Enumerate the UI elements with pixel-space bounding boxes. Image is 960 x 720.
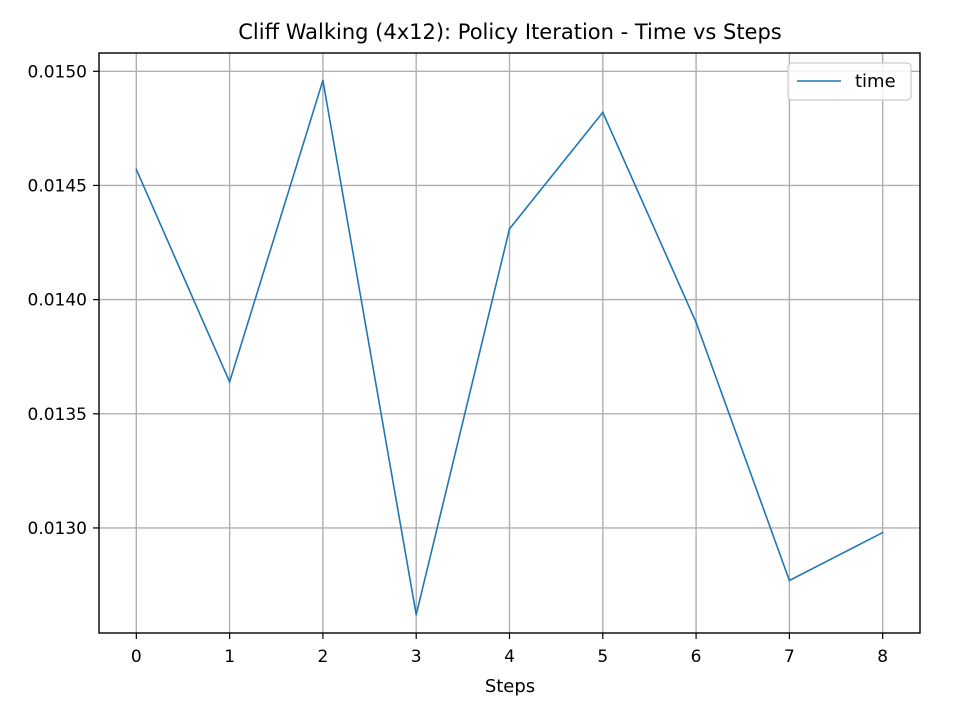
data-point: [322, 79, 324, 82]
grid: [99, 53, 920, 633]
legend-box: [787, 62, 912, 101]
y-axis: 0.0130 0.0135 0.0140 0.0145 0.0150: [28, 62, 99, 539]
data-point: [135, 168, 138, 171]
legend-label-time: time: [855, 71, 896, 92]
data-point: [228, 380, 231, 383]
data-point: [508, 227, 511, 230]
x-tick-label: 0: [131, 647, 142, 667]
x-tick-label: 6: [691, 647, 702, 667]
y-tick-label: 0.0140: [28, 291, 87, 311]
x-tick-label: 3: [411, 647, 422, 667]
series-layer: [135, 79, 884, 616]
x-tick-label: 2: [317, 647, 328, 667]
x-tick-label: 8: [877, 647, 888, 667]
x-tick-label: 5: [597, 647, 608, 667]
data-point: [695, 321, 697, 324]
y-tick-label: 0.0130: [28, 519, 87, 539]
x-tick-label: 1: [224, 647, 235, 667]
data-point: [601, 111, 604, 114]
x-axis-label: Steps: [485, 676, 535, 697]
x-axis: 0 1 2 3 4 5 6 7 8: [131, 633, 888, 667]
legend: time: [787, 62, 912, 101]
y-tick-label: 0.0150: [28, 62, 87, 82]
x-tick-label: 7: [784, 647, 795, 667]
y-tick-label: 0.0135: [28, 405, 87, 425]
data-point: [881, 531, 884, 534]
chart-title: Cliff Walking (4x12): Policy Iteration -…: [238, 20, 782, 44]
x-tick-label: 4: [504, 647, 515, 667]
data-point: [788, 579, 791, 582]
data-point: [415, 613, 418, 616]
y-tick-label: 0.0145: [28, 176, 87, 196]
